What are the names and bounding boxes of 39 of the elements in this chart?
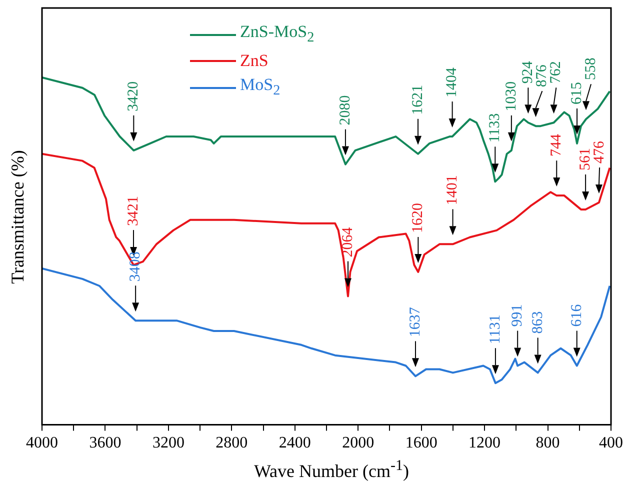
- annotation: 744: [548, 134, 565, 157]
- annotation: 2064: [340, 226, 356, 258]
- annotation: 3420: [126, 81, 142, 112]
- annotation: 2080: [337, 95, 354, 126]
- annotation: 991: [510, 304, 526, 327]
- annotation: 1621: [410, 84, 426, 115]
- annotation: 561: [577, 148, 594, 170]
- annotation: 924: [520, 60, 536, 84]
- x-tick-label: 3600: [89, 434, 122, 452]
- annotation: 1404: [444, 67, 460, 98]
- annotation: 476: [591, 140, 608, 164]
- annotation: 616: [568, 304, 585, 327]
- x-tick-label: 400: [599, 434, 623, 452]
- annotation: 1030: [503, 81, 520, 112]
- x-tick-label: 3200: [152, 434, 184, 452]
- annotation: 762: [548, 61, 564, 84]
- x-tick-label: 800: [536, 434, 560, 452]
- annotation: 1133: [487, 113, 504, 143]
- x-tick-label: 2800: [216, 434, 248, 452]
- legend-label: MoS$_{2}$: [240, 74, 280, 101]
- x-tick-label: 2400: [278, 434, 311, 452]
- annotation: 3421: [125, 196, 142, 226]
- annotation: 863: [530, 311, 546, 334]
- annotation: 1620: [410, 202, 426, 233]
- annotation: 1401: [444, 175, 461, 206]
- x-tick-label: 1200: [468, 434, 501, 452]
- annotation: 1131: [487, 314, 504, 344]
- legend-label: ZnS-MoS$_{2}$: [240, 21, 314, 48]
- annotation: 1637: [407, 306, 424, 338]
- x-tick-label: 2000: [342, 434, 374, 452]
- x-axis-title: Wave Number (cm$^{-1}$): [253, 458, 410, 482]
- x-tick-label: 1600: [405, 434, 438, 452]
- y-axis-title: Transmittance (%): [8, 150, 28, 284]
- annotation: 558: [582, 58, 599, 80]
- annotation: 3408: [128, 252, 144, 282]
- legend-label: ZnS: [240, 50, 268, 72]
- annotation: 615: [568, 82, 585, 104]
- x-tick-label: 4000: [26, 434, 58, 452]
- annotation: 876: [534, 64, 550, 88]
